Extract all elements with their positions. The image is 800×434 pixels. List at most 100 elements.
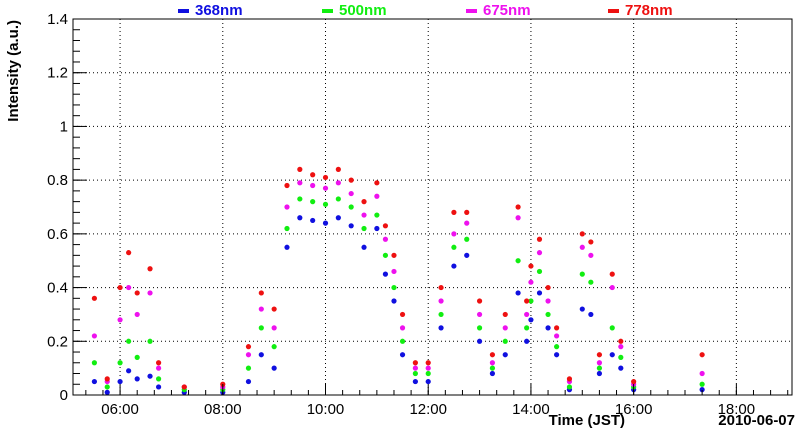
data-point xyxy=(117,378,123,385)
data-point xyxy=(147,373,153,379)
data-point xyxy=(382,271,389,277)
data-point xyxy=(245,344,252,350)
data-point xyxy=(391,252,397,258)
x-tick-label: 06:00 xyxy=(101,401,139,418)
data-point xyxy=(412,378,418,385)
data-point xyxy=(147,338,153,344)
data-point xyxy=(391,268,397,275)
data-point xyxy=(609,352,615,358)
data-point xyxy=(515,215,521,221)
data-point xyxy=(310,217,316,224)
data-point xyxy=(588,311,594,318)
data-point xyxy=(374,212,380,218)
data-point xyxy=(476,325,483,331)
data-point xyxy=(536,290,543,296)
legend-swatch xyxy=(608,9,619,13)
data-point xyxy=(147,266,153,272)
y-tick-label: 0.8 xyxy=(47,172,68,189)
data-point xyxy=(271,325,277,331)
data-point xyxy=(348,204,354,210)
y-tick-label: 1.4 xyxy=(47,11,68,28)
x-tick-label: 16:00 xyxy=(615,401,653,418)
data-point xyxy=(245,378,252,385)
data-point xyxy=(579,244,585,250)
data-point xyxy=(91,295,97,301)
data-point xyxy=(528,263,534,269)
legend-label: 368nm xyxy=(195,2,243,19)
data-point xyxy=(348,177,354,183)
data-point xyxy=(618,338,624,344)
data-point xyxy=(91,378,97,385)
data-point xyxy=(515,258,521,264)
data-point xyxy=(155,360,162,366)
data-point xyxy=(181,384,187,390)
legend-swatch xyxy=(178,9,189,13)
data-point xyxy=(297,215,303,221)
data-point xyxy=(322,185,329,191)
data-point xyxy=(451,209,457,215)
data-point xyxy=(258,290,264,296)
data-point xyxy=(579,271,585,277)
data-point xyxy=(464,236,470,242)
data-point xyxy=(524,298,530,304)
data-point xyxy=(554,325,560,331)
data-point xyxy=(382,236,389,242)
data-point xyxy=(528,298,534,304)
data-point xyxy=(699,387,705,393)
data-point xyxy=(147,290,153,296)
data-point xyxy=(588,252,594,258)
data-point xyxy=(438,284,444,291)
data-point xyxy=(117,360,123,366)
data-point xyxy=(618,365,624,371)
data-point xyxy=(554,352,560,358)
data-point xyxy=(618,344,624,350)
data-point xyxy=(699,381,705,387)
data-point xyxy=(284,182,290,189)
data-point xyxy=(335,215,341,221)
data-point xyxy=(618,354,624,360)
y-tick-label: 0.2 xyxy=(47,333,68,350)
data-point xyxy=(399,311,406,318)
data-point xyxy=(545,284,551,291)
data-point xyxy=(412,370,418,377)
data-point xyxy=(117,284,123,291)
data-point xyxy=(476,311,483,318)
data-point xyxy=(399,352,406,358)
data-point xyxy=(699,352,705,358)
data-point xyxy=(374,225,380,232)
data-point xyxy=(134,354,140,360)
data-point xyxy=(596,370,603,377)
data-point xyxy=(566,376,573,382)
legend-label: 675nm xyxy=(483,2,531,19)
data-point xyxy=(104,384,110,390)
data-point xyxy=(134,311,140,318)
data-point xyxy=(596,352,603,358)
data-point xyxy=(297,196,303,202)
data-point xyxy=(117,317,123,323)
data-point xyxy=(545,311,551,318)
data-point xyxy=(271,344,277,350)
data-point xyxy=(524,338,530,344)
data-point xyxy=(579,231,585,237)
data-point xyxy=(391,298,397,304)
legend-swatch xyxy=(322,9,333,13)
data-point xyxy=(374,193,380,199)
data-point xyxy=(528,317,534,323)
data-point xyxy=(609,325,615,331)
data-point xyxy=(588,239,594,245)
grid xyxy=(73,18,792,396)
series-778nm xyxy=(91,166,705,390)
data-point xyxy=(554,333,560,339)
data-point xyxy=(502,311,508,318)
x-axis-title: Time (JST) xyxy=(549,412,625,429)
axis-ticks: 06:00 08:00 10:00 12:00 14:00 16:00 18:00 0 0.2 0… xyxy=(47,11,789,418)
data-point xyxy=(284,244,290,250)
data-point xyxy=(528,279,534,285)
x-tick-label: 14:00 xyxy=(512,401,550,418)
data-point xyxy=(258,352,264,358)
data-point xyxy=(126,284,132,291)
x-tick-label: 08:00 xyxy=(204,401,242,418)
data-point xyxy=(335,180,341,186)
data-point xyxy=(382,252,389,258)
data-point xyxy=(502,338,508,344)
